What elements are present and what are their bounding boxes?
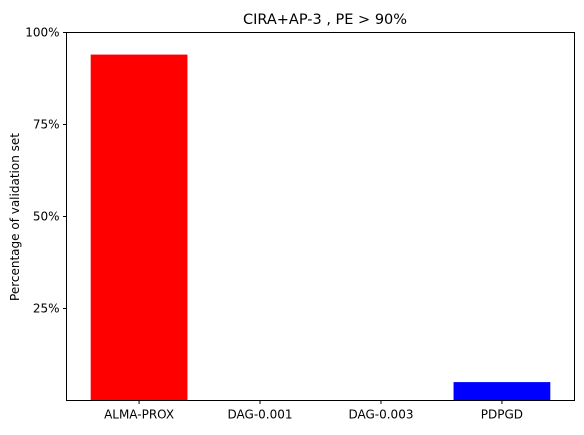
x-axis-ticks: ALMA-PROX DAG-0.001 DAG-0.003 PDPGD [104, 400, 523, 422]
y-tick-label-25: 25% [33, 302, 60, 316]
y-tick-label-75: 75% [33, 118, 60, 132]
y-tick-label-50: 50% [33, 210, 60, 224]
x-tick-label-dag-0-001: DAG-0.001 [228, 408, 293, 422]
x-tick-label-pdpgd: PDPGD [481, 408, 523, 422]
bar-pdpgd [453, 382, 551, 401]
x-tick-label-alma-prox: ALMA-PROX [104, 408, 174, 422]
y-tick-label-100: 100% [25, 26, 59, 40]
bar-alma-prox [90, 54, 188, 401]
plot-frame [66, 32, 575, 401]
x-tick-label-dag-0-003: DAG-0.003 [348, 408, 413, 422]
chart-title: CIRA+AP-3 , PE > 90% [243, 12, 407, 28]
y-axis-label: Percentage of validation set [8, 133, 22, 301]
bars-group [90, 54, 551, 401]
y-axis-ticks: 25% 50% 75% 100% [25, 26, 67, 316]
